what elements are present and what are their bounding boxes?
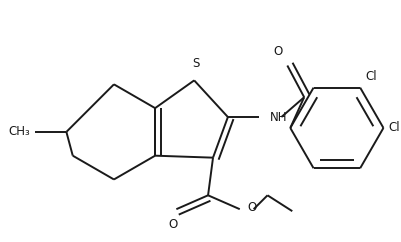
- Text: O: O: [248, 201, 257, 214]
- Text: S: S: [192, 57, 200, 70]
- Text: O: O: [169, 218, 178, 231]
- Text: Cl: Cl: [365, 70, 377, 83]
- Text: Cl: Cl: [389, 121, 400, 135]
- Text: CH₃: CH₃: [8, 125, 30, 138]
- Text: O: O: [273, 45, 282, 58]
- Text: NH: NH: [269, 111, 287, 123]
